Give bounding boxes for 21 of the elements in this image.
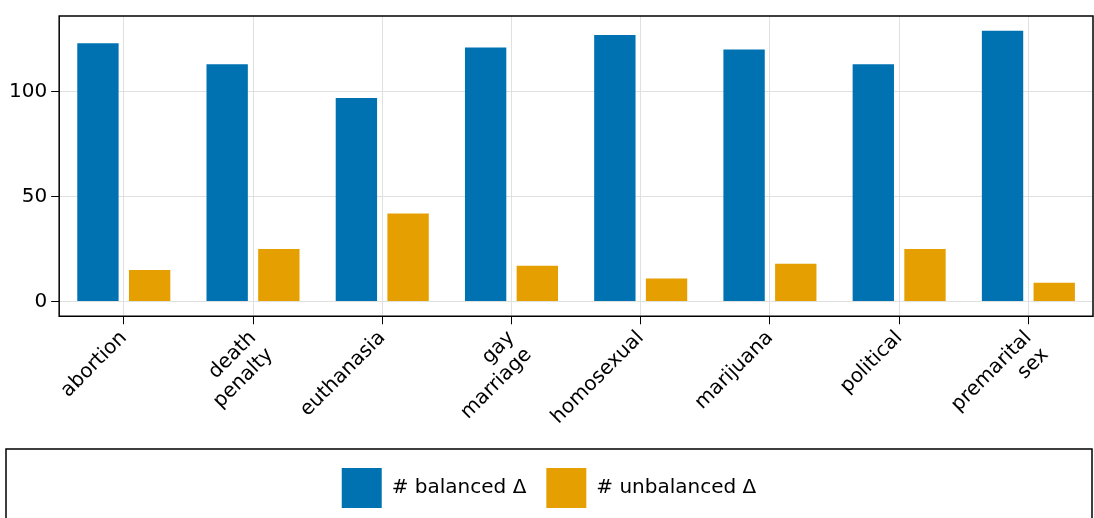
bar [645,278,688,302]
bar [258,249,300,302]
y-tick-label: 50 [21,182,48,207]
bar [723,49,765,302]
y-tick-label: 100 [8,77,48,102]
legend-label: # balanced Δ [391,474,527,499]
bar [904,249,946,302]
bar [594,34,636,302]
bar [387,213,429,302]
bar [77,43,119,302]
bar [206,64,248,302]
bar [981,30,1024,302]
legend-label: # unbalanced Δ [596,474,757,499]
bar [775,263,817,302]
bar [464,47,507,302]
bar [852,64,894,302]
y-tick-label: 0 [34,287,48,312]
bar [516,265,558,302]
bar [335,97,378,302]
bar [128,270,171,302]
bar [1033,282,1075,302]
